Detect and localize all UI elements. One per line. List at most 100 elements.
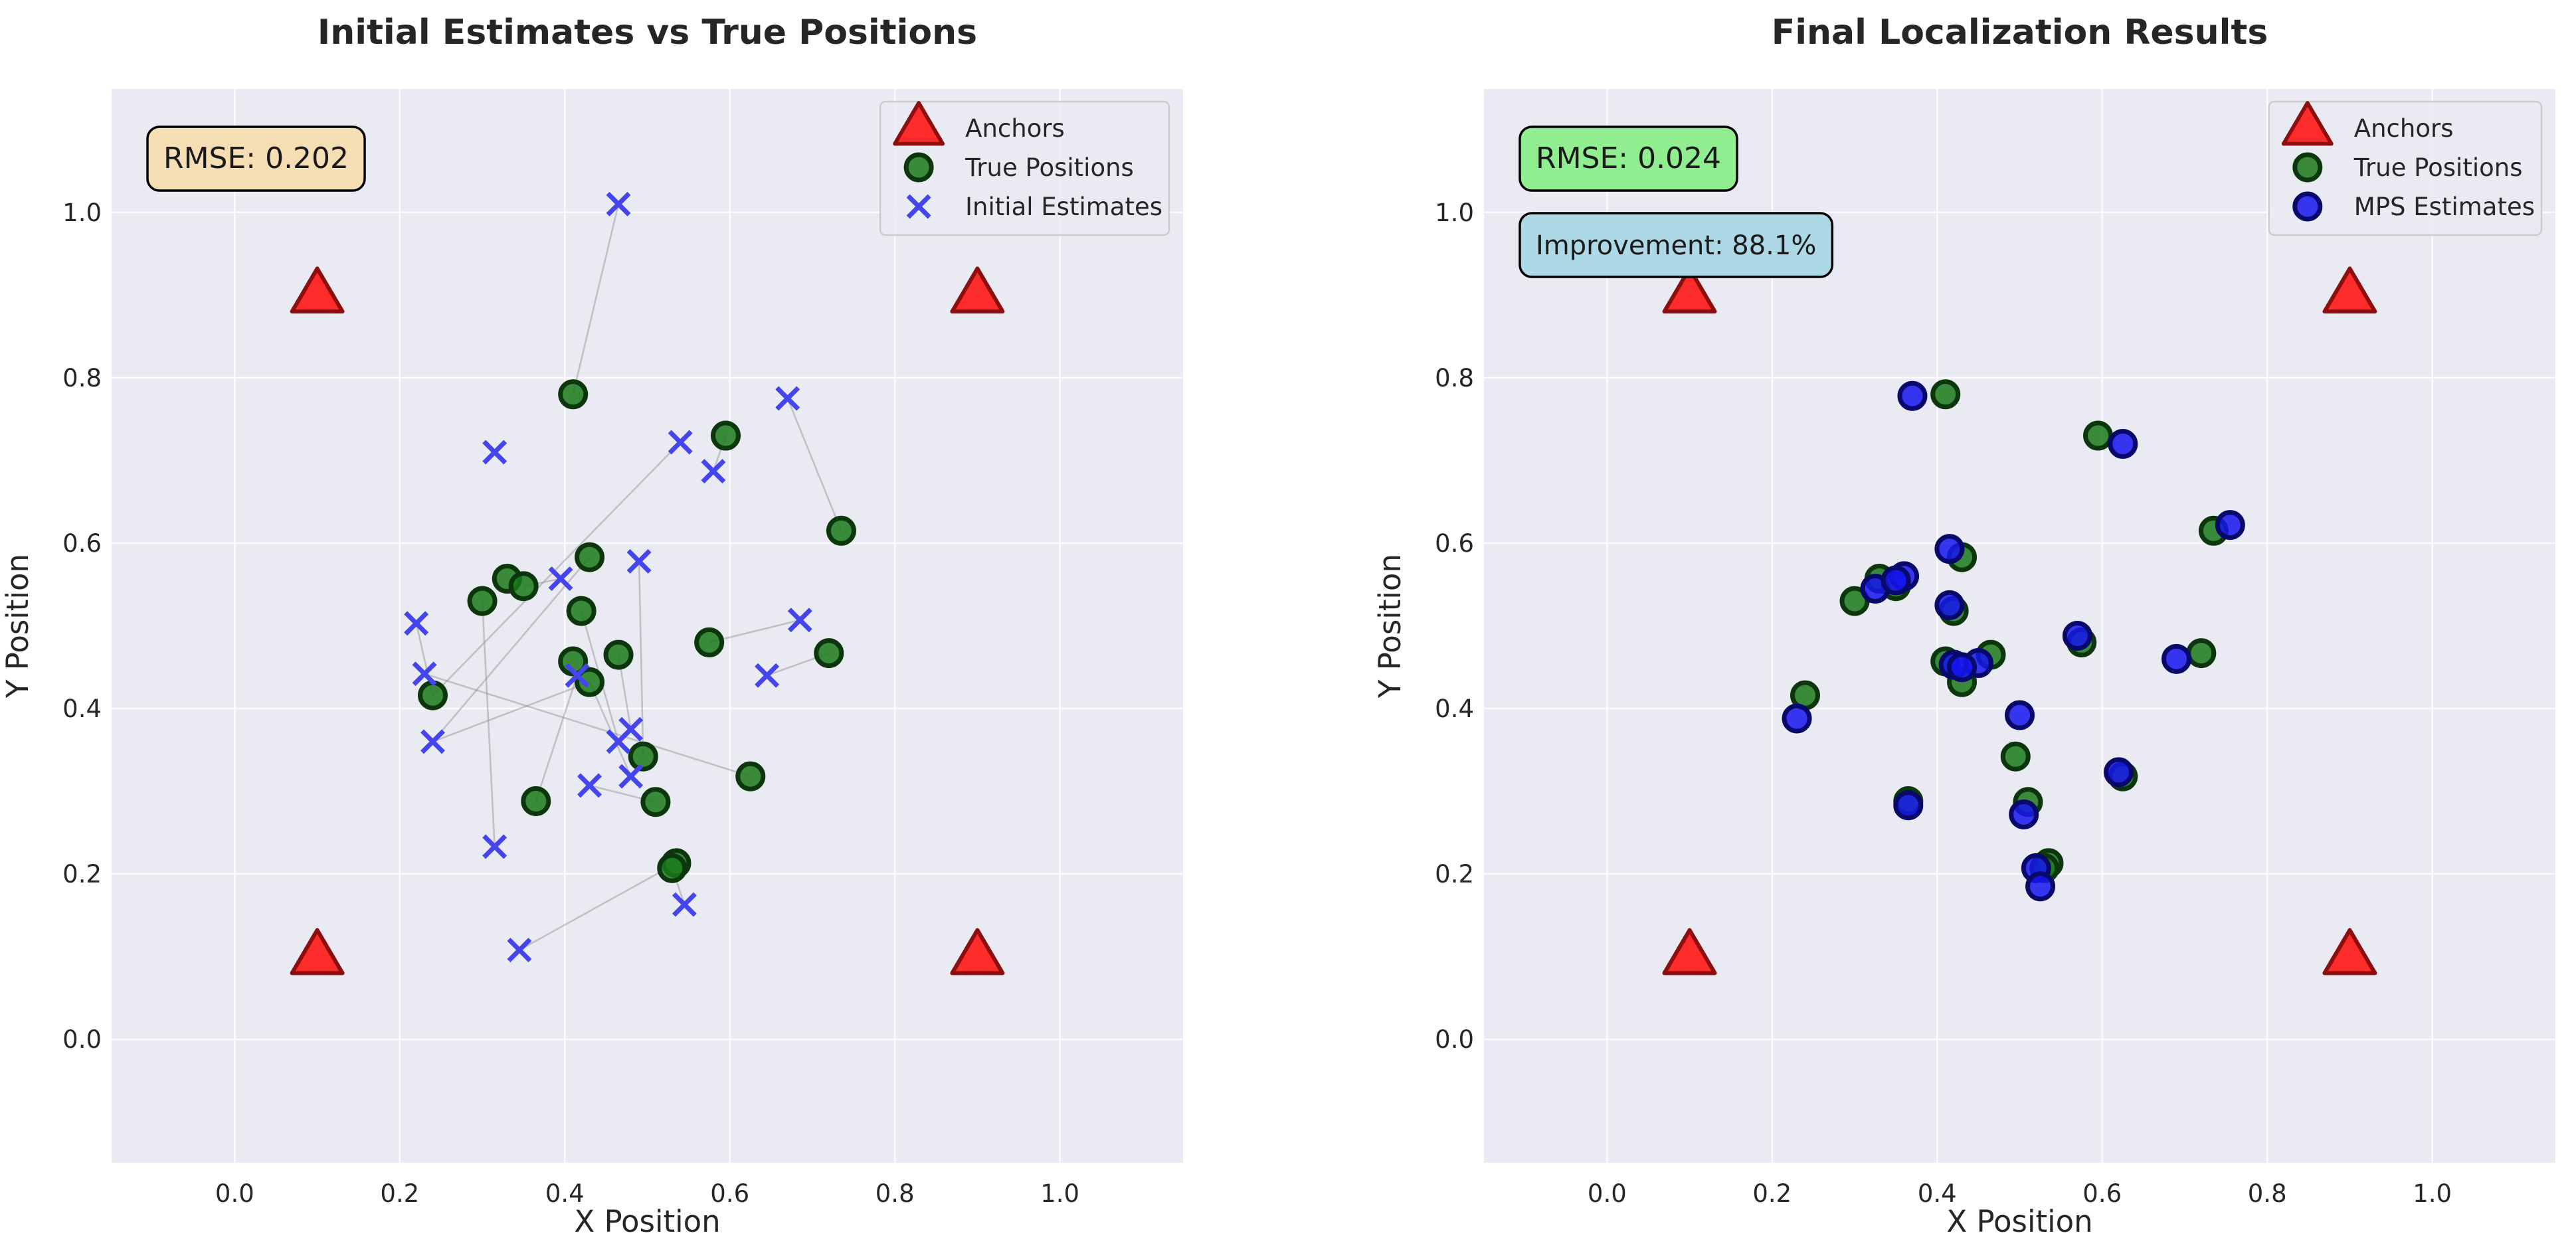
- point-marker: [2083, 420, 2114, 451]
- plot-border: [110, 88, 1184, 1164]
- anchor-marker: [1662, 928, 1717, 975]
- point-marker: [575, 542, 605, 572]
- legend-marker: [903, 152, 934, 183]
- point-marker: [1897, 380, 1928, 411]
- series-anchors: [1662, 266, 2377, 975]
- chart-title: Initial Estimates vs True Positions: [318, 13, 977, 52]
- improvement-box: Improvement: 88.1%: [1518, 212, 1834, 278]
- estimate-marker: [420, 729, 445, 754]
- y-axis-label: Y Position: [0, 554, 35, 699]
- anchor-marker: [290, 266, 345, 314]
- rmse-box-background: [146, 126, 366, 192]
- point-marker: [1930, 379, 1961, 410]
- legend-label: MPS Estimates: [2354, 193, 2535, 221]
- chart-panel-2: 0.0 0.2 0.4 0.6 0.8 1.0 0.0 0.2 0.4 0.6 0.8 1.0 Fina…: [1372, 13, 2557, 1239]
- anchor-marker: [290, 928, 345, 975]
- point-marker: [2186, 638, 2217, 669]
- estimate-marker: [701, 459, 726, 484]
- point-marker: [558, 379, 589, 410]
- point-marker: [1934, 590, 1965, 620]
- point-marker: [1782, 703, 1812, 734]
- point-marker: [1947, 652, 1978, 683]
- x-tick-label: 0.0: [215, 1179, 254, 1208]
- legend: Anchors True Positions MPS Estimates: [2268, 100, 2543, 236]
- estimate-marker: [606, 729, 631, 754]
- plot-border: [1483, 88, 2557, 1164]
- legend-item: True Positions: [903, 152, 1134, 183]
- estimate-marker: [618, 764, 644, 789]
- error-line: [535, 675, 579, 801]
- legend-item: Initial Estimates: [906, 193, 1162, 221]
- y-axis-label: Y Position: [1372, 554, 1408, 699]
- point-marker: [418, 680, 448, 711]
- point-marker: [508, 571, 539, 602]
- y-tick-label: 0.8: [1435, 364, 1474, 392]
- estimate-marker: [482, 440, 507, 465]
- point-marker: [814, 638, 844, 669]
- legend-marker: [2281, 101, 2334, 146]
- y-tick-label: 1.0: [62, 199, 102, 227]
- legend-marker: [2292, 152, 2323, 183]
- estimate-marker: [412, 661, 437, 687]
- estimate-marker: [482, 834, 507, 859]
- estimate-marker: [548, 566, 573, 591]
- legend-item: Anchors: [893, 101, 1065, 146]
- estimate-marker: [606, 191, 631, 216]
- error-line: [424, 673, 751, 778]
- anchor-marker: [950, 266, 1005, 314]
- point-marker: [2000, 741, 2031, 772]
- y-tick-label: 0.0: [1435, 1025, 1474, 1054]
- point-marker: [657, 853, 688, 883]
- legend-item: True Positions: [2292, 152, 2523, 183]
- point-marker: [603, 639, 634, 670]
- point-marker: [2104, 757, 2134, 788]
- estimate-marker: [626, 548, 652, 574]
- panels: 0.0 0.2 0.4 0.6 0.8 1.0 0.0 0.2 0.4 0.6 0.8 1.0 Init…: [0, 13, 2557, 1239]
- error-line: [786, 398, 842, 531]
- legend-item: Anchors: [2281, 101, 2454, 146]
- point-marker: [640, 787, 671, 817]
- legend: Anchors True Positions Initial Estimates: [879, 100, 1170, 236]
- estimate-marker: [404, 611, 429, 636]
- estimate-marker: [775, 386, 800, 411]
- error-line: [572, 204, 620, 395]
- legend-item: MPS Estimates: [2292, 191, 2535, 222]
- point-marker: [2215, 510, 2245, 541]
- legend-marker: [906, 194, 931, 219]
- estimate-marker: [577, 773, 602, 798]
- x-tick-label: 0.4: [545, 1179, 585, 1208]
- y-tick-label: 1.0: [1435, 199, 1474, 227]
- point-marker: [575, 667, 605, 697]
- rmse-box-label: RMSE: 0.024: [1536, 141, 1721, 175]
- legend-label: Anchors: [965, 114, 1065, 143]
- rmse-box-background: [1518, 126, 1738, 192]
- y-tick-label: 0.8: [62, 364, 102, 392]
- point-marker: [1893, 790, 1924, 821]
- plot-area: [111, 88, 1184, 1163]
- error-line: [432, 442, 682, 697]
- y-tick-label: 0.6: [62, 529, 102, 558]
- legend-frame: [879, 100, 1170, 236]
- legend-label: True Positions: [965, 153, 1134, 182]
- point-marker: [1881, 565, 1911, 596]
- y-tick-label: 0.4: [62, 695, 102, 723]
- error-line: [432, 556, 591, 742]
- legend-label: Anchors: [2354, 114, 2454, 143]
- x-tick-label: 0.6: [710, 1179, 749, 1208]
- estimate-marker: [787, 608, 812, 633]
- y-tick-label: 0.6: [1435, 529, 1474, 558]
- point-marker: [628, 741, 658, 772]
- improvement-box-label: Improvement: 88.1%: [1536, 230, 1816, 261]
- anchor-marker: [2322, 928, 2377, 975]
- x-tick-label: 0.4: [1918, 1179, 1957, 1208]
- point-marker: [2009, 799, 2039, 829]
- chart-panel-1: 0.0 0.2 0.4 0.6 0.8 1.0 0.0 0.2 0.4 0.6 0.8 1.0 Init…: [0, 13, 1184, 1239]
- error-line: [709, 619, 800, 643]
- estimate-marker: [672, 892, 697, 917]
- x-axis-label: X Position: [1946, 1204, 2092, 1239]
- error-line: [638, 561, 644, 757]
- x-tick-label: 1.0: [2413, 1179, 2452, 1208]
- x-tick-label: 0.2: [380, 1179, 419, 1208]
- x-tick-label: 0.8: [875, 1179, 915, 1208]
- legend-marker: [2292, 191, 2323, 222]
